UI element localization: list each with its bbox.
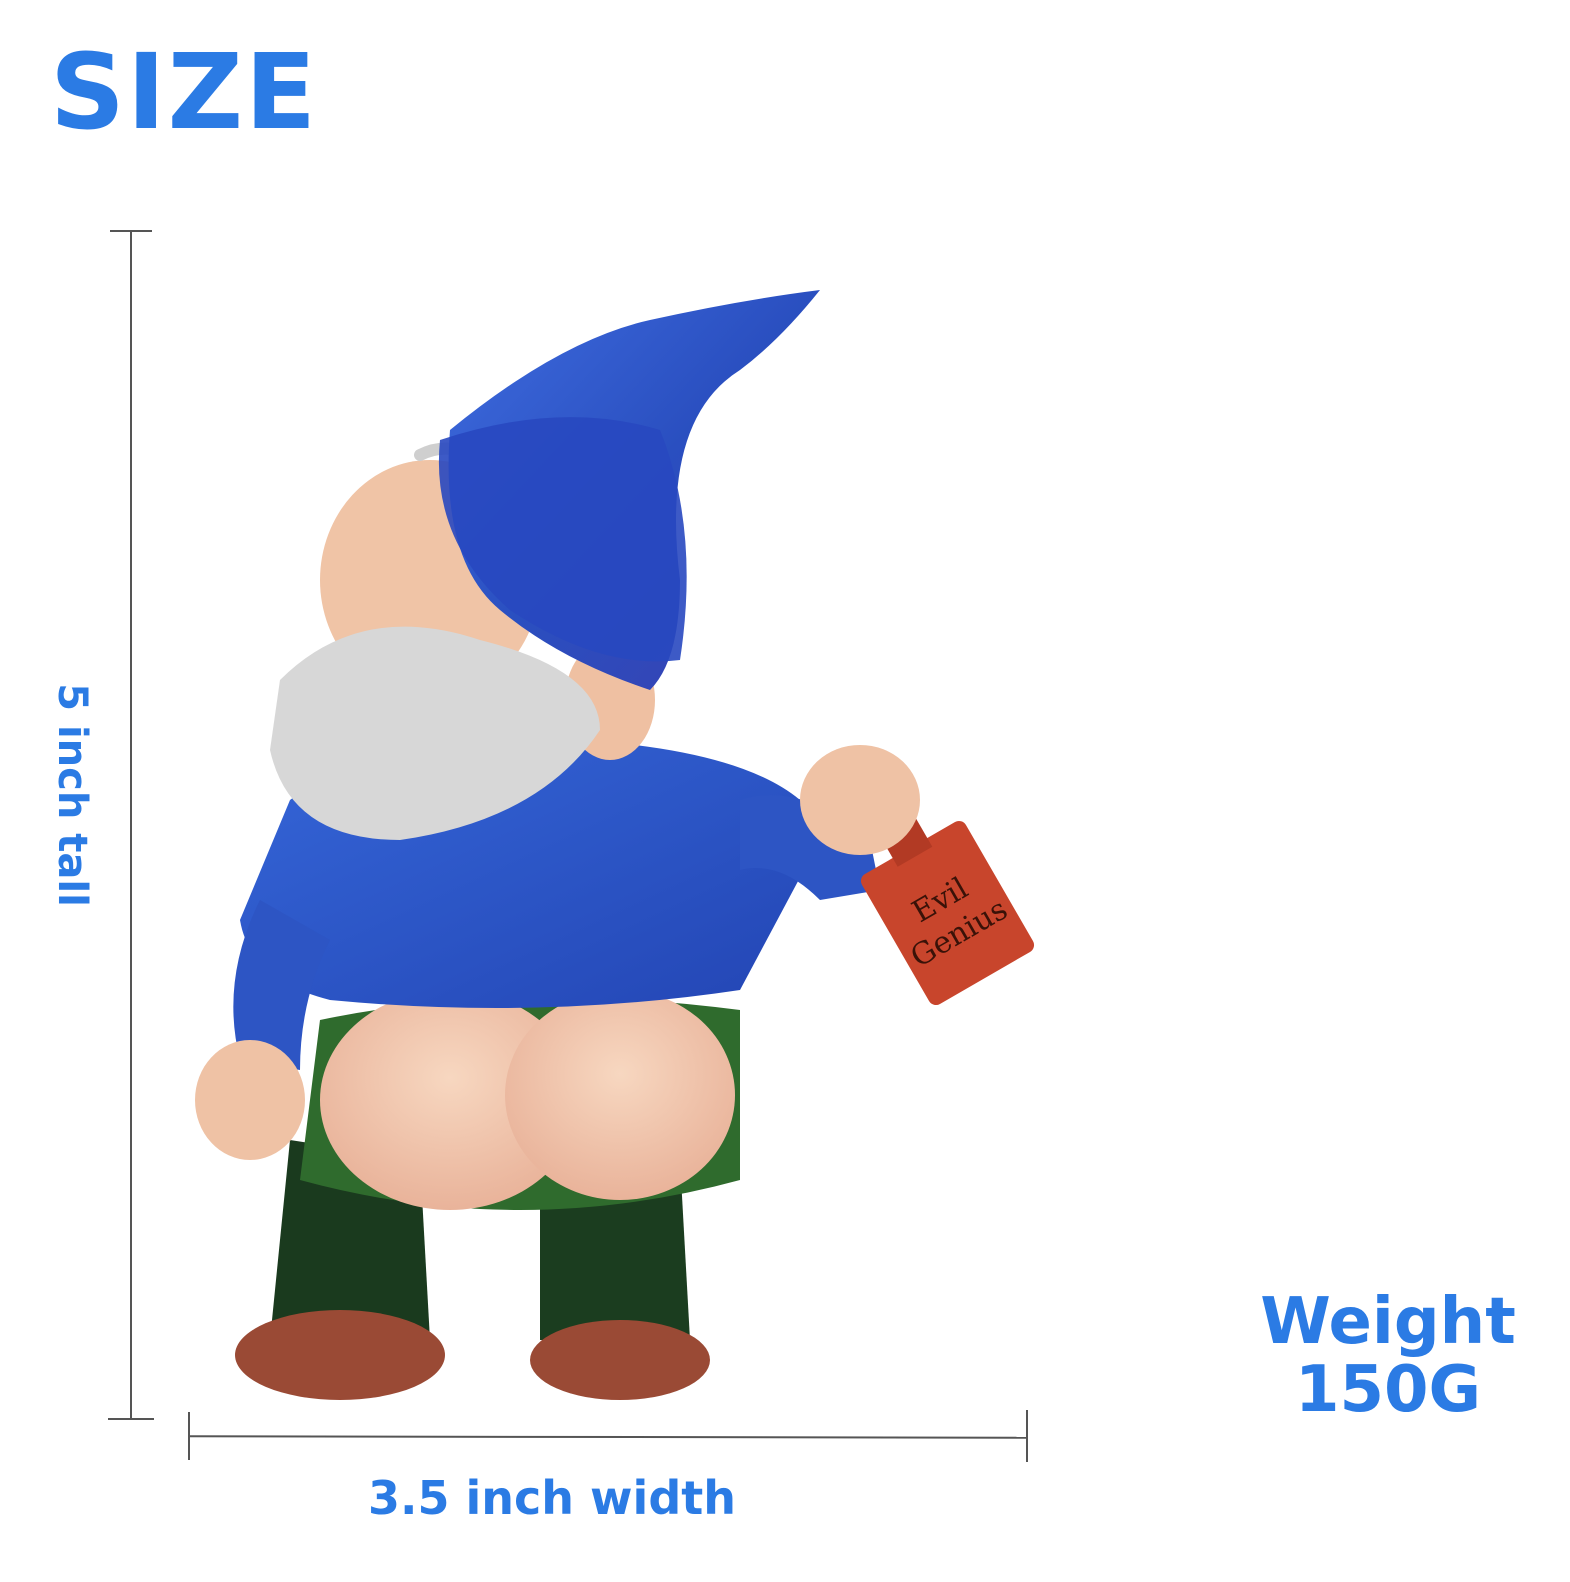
gnome-figurine-image: Evil Genius <box>180 280 1040 1400</box>
gnome-right-cheek <box>505 990 735 1200</box>
width-label: 3.5 inch width <box>368 1471 736 1525</box>
width-dimension-right-cap <box>1026 1410 1028 1462</box>
weight-info: Weight 150G <box>1258 1288 1518 1424</box>
gnome-beard <box>270 626 600 840</box>
gnome-right-shoe <box>530 1320 710 1400</box>
gnome-left-cheek <box>320 990 580 1210</box>
gnome-hat-brim <box>438 417 687 662</box>
height-dimension-top-cap <box>110 230 152 232</box>
size-heading: SIZE <box>50 31 319 153</box>
weight-value: 150G <box>1294 1353 1482 1427</box>
gnome-left-hand <box>195 1040 305 1160</box>
gnome-illustration: Evil Genius <box>195 290 1035 1400</box>
gnome-right-hand <box>800 745 920 855</box>
gnome-left-arm <box>233 900 330 1070</box>
width-dimension-line <box>188 1435 1028 1439</box>
gnome-left-shoe <box>235 1310 445 1400</box>
height-label: 5 inch tall <box>49 683 95 907</box>
weight-label: Weight <box>1260 1285 1516 1359</box>
height-dimension-bottom-cap <box>108 1418 154 1420</box>
width-dimension-left-cap <box>188 1412 190 1460</box>
height-dimension-line <box>130 230 132 1420</box>
